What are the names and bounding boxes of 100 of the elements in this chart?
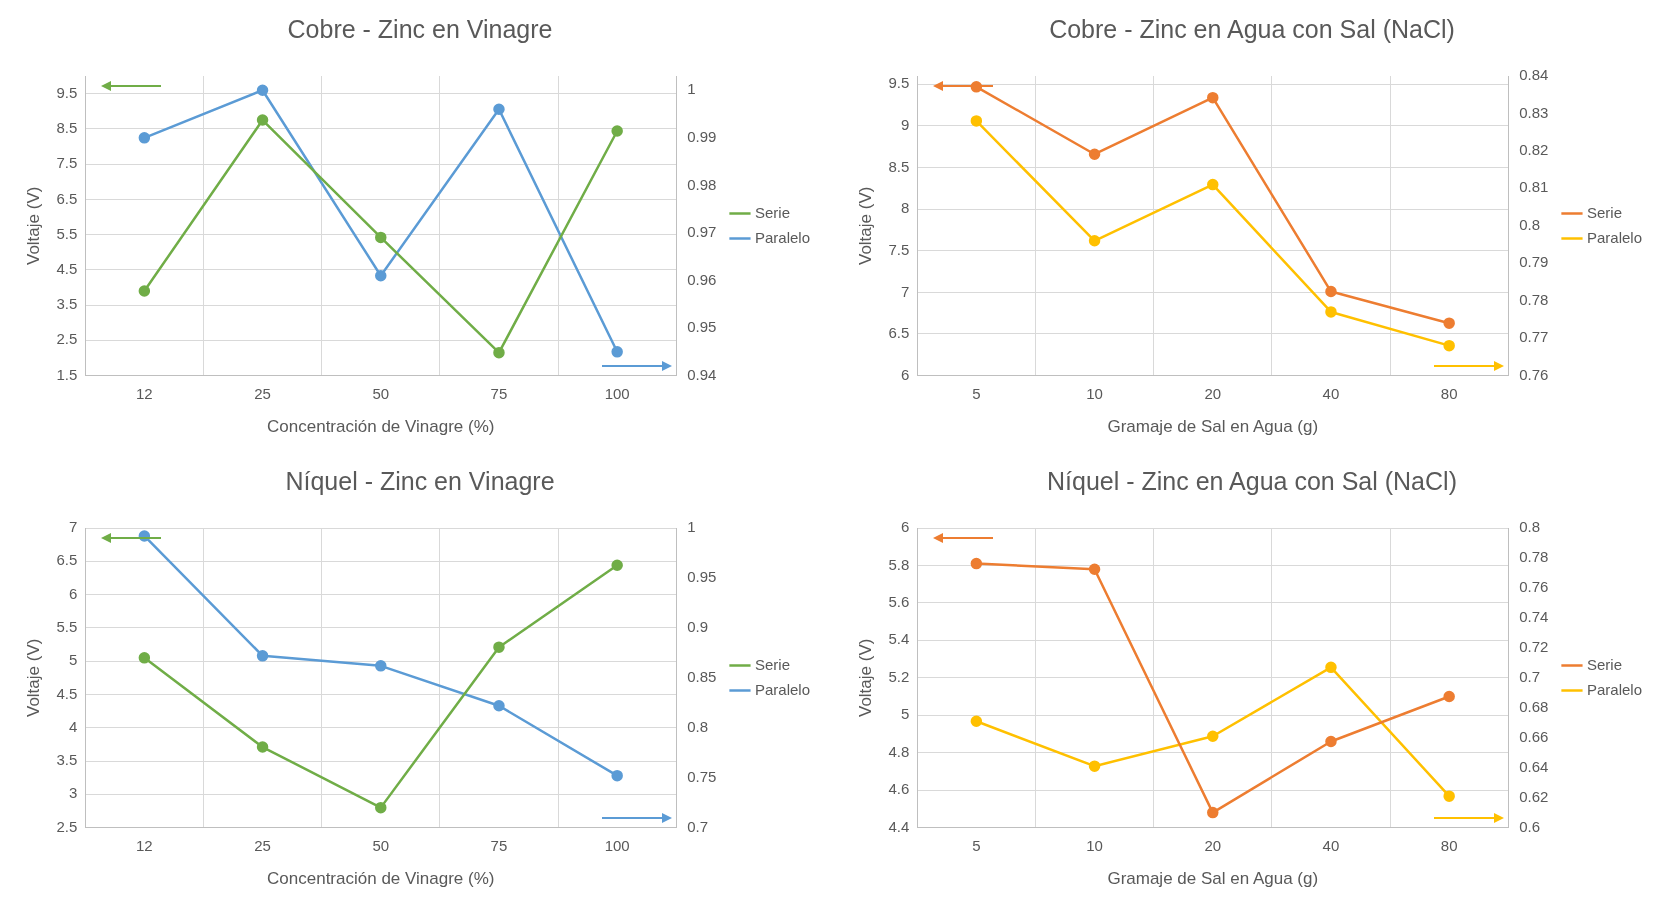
x-tick-label: 40 xyxy=(1322,384,1340,402)
point xyxy=(256,114,269,126)
y2-tick-label: 0.74 xyxy=(1519,608,1549,626)
y2-tick-label: 0.66 xyxy=(1519,727,1549,745)
point xyxy=(1443,790,1455,802)
y2-tick-label: 0.8 xyxy=(687,717,709,735)
y-tick-label: 5.5 xyxy=(56,618,78,636)
y-tick-label: 6 xyxy=(68,584,78,602)
y-tick-label: 6 xyxy=(900,365,910,383)
point xyxy=(375,269,387,282)
x-tick-label: 10 xyxy=(1086,384,1103,402)
y-axis-title: Voltaje (V) xyxy=(855,186,875,266)
legend-label: Paralelo xyxy=(1586,680,1643,698)
point xyxy=(611,125,623,137)
legend-label: Paralelo xyxy=(754,228,811,246)
point xyxy=(1325,661,1337,674)
y2-tick-label: 0.64 xyxy=(1519,757,1549,775)
x-axis-title: Concentración de Vinagre (%) xyxy=(267,417,495,437)
point xyxy=(611,769,623,782)
y-tick-label: 3 xyxy=(68,784,78,802)
y2-tick-label: 0.62 xyxy=(1519,787,1549,805)
point xyxy=(1325,306,1337,318)
y-tick-label: 2.5 xyxy=(56,817,78,835)
x-axis-title: Gramaje de Sal en Agua (g) xyxy=(1107,869,1319,889)
y2-tick-label: 0.95 xyxy=(687,568,717,586)
y2-tick-label: 0.96 xyxy=(687,270,717,288)
point xyxy=(1088,760,1101,772)
y2-tick-label: 0.7 xyxy=(1519,667,1541,685)
y2-tick-label: 0.81 xyxy=(1519,178,1549,196)
x-tick-label: 25 xyxy=(254,384,271,402)
x-tick-label: 75 xyxy=(490,384,508,402)
point xyxy=(256,741,269,753)
point xyxy=(1443,317,1455,329)
chart-title: Cobre - Zinc en Vinagre xyxy=(287,14,553,43)
chart-title: Níquel - Zinc en Agua con Sal (NaCl) xyxy=(1047,466,1457,495)
y-tick-label: 4.4 xyxy=(888,817,910,835)
y2-tick-label: 0.7 xyxy=(687,817,709,835)
y-tick-label: 6.5 xyxy=(888,324,910,342)
y-tick-label: 7 xyxy=(68,518,78,536)
y-tick-label: 5.8 xyxy=(888,555,910,573)
y2-tick-label: 0.79 xyxy=(1519,253,1549,271)
y-tick-label: 7 xyxy=(900,282,910,300)
x-tick-label: 20 xyxy=(1204,384,1222,402)
y-tick-label: 3.5 xyxy=(56,751,78,769)
y2-tick-label: 1 xyxy=(687,518,696,536)
legend-label: Paralelo xyxy=(754,680,811,698)
y2-tick-label: 0.98 xyxy=(687,175,717,193)
y-tick-label: 9.5 xyxy=(888,74,910,92)
y-tick-label: 6 xyxy=(900,518,910,536)
y-tick-label: 9.5 xyxy=(56,83,78,101)
point xyxy=(1088,235,1101,247)
point xyxy=(1443,339,1455,352)
y-tick-label: 8.5 xyxy=(56,119,78,137)
y2-tick-label: 1 xyxy=(687,80,696,98)
point xyxy=(1325,735,1337,748)
y-tick-label: 4.5 xyxy=(56,684,78,702)
y2-tick-label: 0.76 xyxy=(1519,365,1549,383)
point xyxy=(970,115,983,127)
x-tick-label: 80 xyxy=(1440,384,1458,402)
point xyxy=(493,641,505,653)
point xyxy=(256,650,269,662)
y2-tick-label: 0.75 xyxy=(687,767,717,785)
y2-tick-label: 0.77 xyxy=(1519,328,1549,346)
y-tick-label: 9 xyxy=(900,116,910,134)
y-tick-label: 6.5 xyxy=(56,551,78,569)
x-tick-label: 50 xyxy=(372,384,390,402)
y-tick-label: 4.5 xyxy=(56,260,78,277)
point xyxy=(493,103,505,116)
x-axis-title: Concentración de Vinagre (%) xyxy=(267,869,495,889)
x-tick-label: 5 xyxy=(972,384,981,402)
y-tick-label: 5.2 xyxy=(888,667,910,685)
point xyxy=(138,132,151,144)
legend-label: Serie xyxy=(1586,655,1622,673)
y-tick-label: 8.5 xyxy=(888,157,910,175)
x-tick-label: 20 xyxy=(1204,836,1222,854)
x-tick-label: 100 xyxy=(604,836,630,854)
point xyxy=(611,559,623,572)
point xyxy=(375,801,387,814)
y-tick-label: 5.4 xyxy=(888,630,910,648)
x-tick-label: 5 xyxy=(972,836,981,854)
chart-title: Cobre - Zinc en Agua con Sal (NaCl) xyxy=(1049,14,1455,43)
x-tick-label: 40 xyxy=(1322,836,1340,854)
x-tick-label: 75 xyxy=(490,836,508,854)
x-tick-label: 100 xyxy=(604,384,630,402)
point xyxy=(138,652,151,664)
x-tick-label: 80 xyxy=(1440,836,1458,854)
y2-tick-label: 0.95 xyxy=(687,318,717,336)
point xyxy=(1088,148,1101,160)
y-tick-label: 4 xyxy=(68,717,78,735)
point xyxy=(1207,730,1219,742)
point xyxy=(375,660,387,672)
point xyxy=(1207,91,1219,104)
x-tick-label: 12 xyxy=(136,384,153,402)
point xyxy=(1207,806,1219,819)
x-tick-label: 50 xyxy=(372,836,390,854)
y-tick-label: 3.5 xyxy=(56,295,78,313)
point xyxy=(256,84,269,97)
y-axis-title: Voltaje (V) xyxy=(855,638,875,718)
y2-tick-label: 0.76 xyxy=(1519,578,1549,596)
point xyxy=(970,715,983,727)
